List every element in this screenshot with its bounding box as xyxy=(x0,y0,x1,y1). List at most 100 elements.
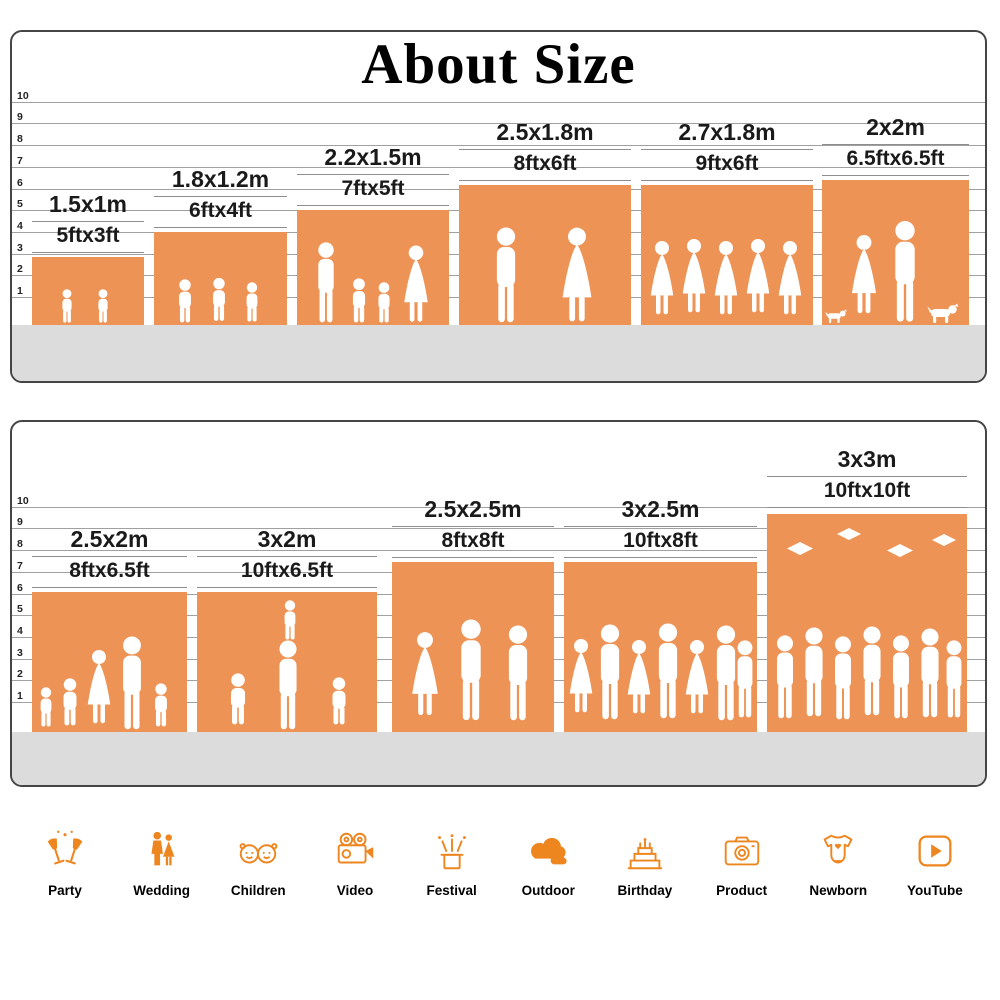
size-feet: 8ftx6.5ft xyxy=(32,557,187,588)
floor-strip xyxy=(12,325,985,381)
size-meters: 2.7x1.8m xyxy=(641,117,813,150)
size-label: 1.5x1m 5ftx3ft xyxy=(32,189,144,253)
size-feet: 6.5ftx6.5ft xyxy=(822,145,969,176)
axis-number: 2 xyxy=(17,263,23,276)
festival-popper-icon xyxy=(437,834,466,870)
gridline xyxy=(12,101,985,103)
floor-strip xyxy=(12,732,985,785)
category-label: Outdoor xyxy=(521,883,575,898)
size-panel-bottom: 10 9 8 7 6 5 4 3 2 1 xyxy=(10,420,987,787)
size-meters: 3x2.5m xyxy=(564,494,757,527)
axis-number: 10 xyxy=(17,494,29,507)
category-label: Festival xyxy=(426,883,477,898)
size-feet: 7ftx5ft xyxy=(297,175,449,206)
axis-number: 2 xyxy=(17,668,23,681)
axis-number: 6 xyxy=(17,176,23,189)
axis-number: 6 xyxy=(17,581,23,594)
size-label: 2.7x1.8m 9ftx6ft xyxy=(641,117,813,181)
size-feet: 10ftx10ft xyxy=(767,477,967,508)
gridline xyxy=(12,550,985,552)
category-label: Party xyxy=(48,883,82,898)
party-glasses-icon xyxy=(47,830,83,865)
size-feet: 9ftx6ft xyxy=(641,150,813,181)
category-children: Children xyxy=(211,828,305,898)
size-feet: 8ftx8ft xyxy=(392,527,554,558)
gridline xyxy=(12,506,985,508)
axis-number: 10 xyxy=(17,89,29,102)
silhouette-family-holding-hands xyxy=(318,242,428,323)
category-label: Video xyxy=(336,883,374,898)
category-outdoor: Outdoor xyxy=(501,828,595,898)
category-label: YouTube xyxy=(907,883,963,898)
product-camera-icon xyxy=(724,836,759,866)
category-label: Wedding xyxy=(133,883,191,898)
size-feet: 10ftx8ft xyxy=(564,527,757,558)
category-label: Newborn xyxy=(809,883,868,898)
size-meters: 2.5x2m xyxy=(32,524,187,557)
wedding-couple-icon xyxy=(151,831,175,866)
backdrop-bar-8ftx6.5ft xyxy=(32,592,187,732)
size-meters: 2.5x2.5m xyxy=(392,494,554,527)
size-feet: 6ftx4ft xyxy=(154,197,287,228)
size-label: 2.5x1.8m 8ftx6ft xyxy=(459,117,631,181)
axis-number: 5 xyxy=(17,198,23,211)
category-festival: Festival xyxy=(405,828,499,898)
category-newborn: Newborn xyxy=(791,828,885,898)
size-meters: 3x2m xyxy=(197,524,377,557)
axis-number: 1 xyxy=(17,285,23,297)
size-feet: 5ftx3ft xyxy=(32,222,144,253)
backdrop-bar-9ftx6ft xyxy=(641,185,813,325)
silhouette-parent-lifting-child xyxy=(230,600,346,730)
size-label: 3x3m 10ftx10ft xyxy=(767,444,967,508)
silhouette-graduation-group xyxy=(777,528,962,720)
axis-number: 3 xyxy=(17,241,23,254)
birthday-cake-icon xyxy=(627,838,663,870)
axis-number: 4 xyxy=(17,624,23,637)
size-label: 2.5x2m 8ftx6.5ft xyxy=(32,524,187,588)
silhouette-family-five xyxy=(40,636,167,730)
backdrop-bar-10ftx6.5ft xyxy=(197,592,377,732)
axis-number: 9 xyxy=(17,516,23,529)
size-label: 3x2m 10ftx6.5ft xyxy=(197,524,377,588)
size-label: 2.2x1.5m 7ftx5ft xyxy=(297,142,449,206)
backdrop-bar-7ftx5ft xyxy=(297,210,449,325)
size-label: 3x2.5m 10ftx8ft xyxy=(564,494,757,558)
category-birthday: Birthday xyxy=(598,828,692,898)
backdrop-bar-6.5ftx6.5ft xyxy=(822,180,969,325)
silhouette-friends-group xyxy=(569,623,753,721)
category-label: Birthday xyxy=(617,883,673,898)
youtube-play-icon xyxy=(918,835,952,867)
backdrop-bar-8ftx6ft xyxy=(459,185,631,325)
size-meters: 3x3m xyxy=(767,444,967,477)
category-wedding: Wedding xyxy=(115,828,209,898)
children-faces-icon xyxy=(239,843,278,864)
size-feet: 10ftx6.5ft xyxy=(197,557,377,588)
gridline xyxy=(12,123,985,125)
silhouette-wedding-couple xyxy=(496,227,592,323)
axis-number: 5 xyxy=(17,603,23,616)
category-youtube: YouTube xyxy=(888,828,982,898)
size-label: 2x2m 6.5ftx6.5ft xyxy=(822,112,969,176)
page-title: About Size xyxy=(361,33,636,96)
gridline xyxy=(12,145,985,147)
silhouette-dancing-group xyxy=(650,239,802,315)
category-party: Party xyxy=(18,828,112,898)
silhouette-children-running xyxy=(179,277,258,323)
gridline xyxy=(12,528,985,530)
silhouette-children-reading xyxy=(62,289,108,323)
category-label: Product xyxy=(716,883,768,898)
silhouette-couple-with-dogs xyxy=(825,221,959,323)
axis-number: 9 xyxy=(17,111,23,124)
category-row: Party Wedding Children xyxy=(18,828,982,898)
axis-number: 8 xyxy=(17,133,23,146)
backdrop-bar-10ftx8ft xyxy=(564,562,757,732)
newborn-onesie-icon xyxy=(823,834,853,864)
backdrop-bar-8ftx8ft xyxy=(392,562,554,732)
size-panel-top: About Size 10 9 8 7 6 5 4 3 2 1 xyxy=(10,30,987,383)
category-product: Product xyxy=(695,828,789,898)
size-label: 2.5x2.5m 8ftx8ft xyxy=(392,494,554,558)
axis-number: 1 xyxy=(17,690,23,702)
size-meters: 1.5x1m xyxy=(32,189,144,222)
axis-number: 7 xyxy=(17,559,23,572)
outdoor-cloud-icon xyxy=(531,837,567,865)
